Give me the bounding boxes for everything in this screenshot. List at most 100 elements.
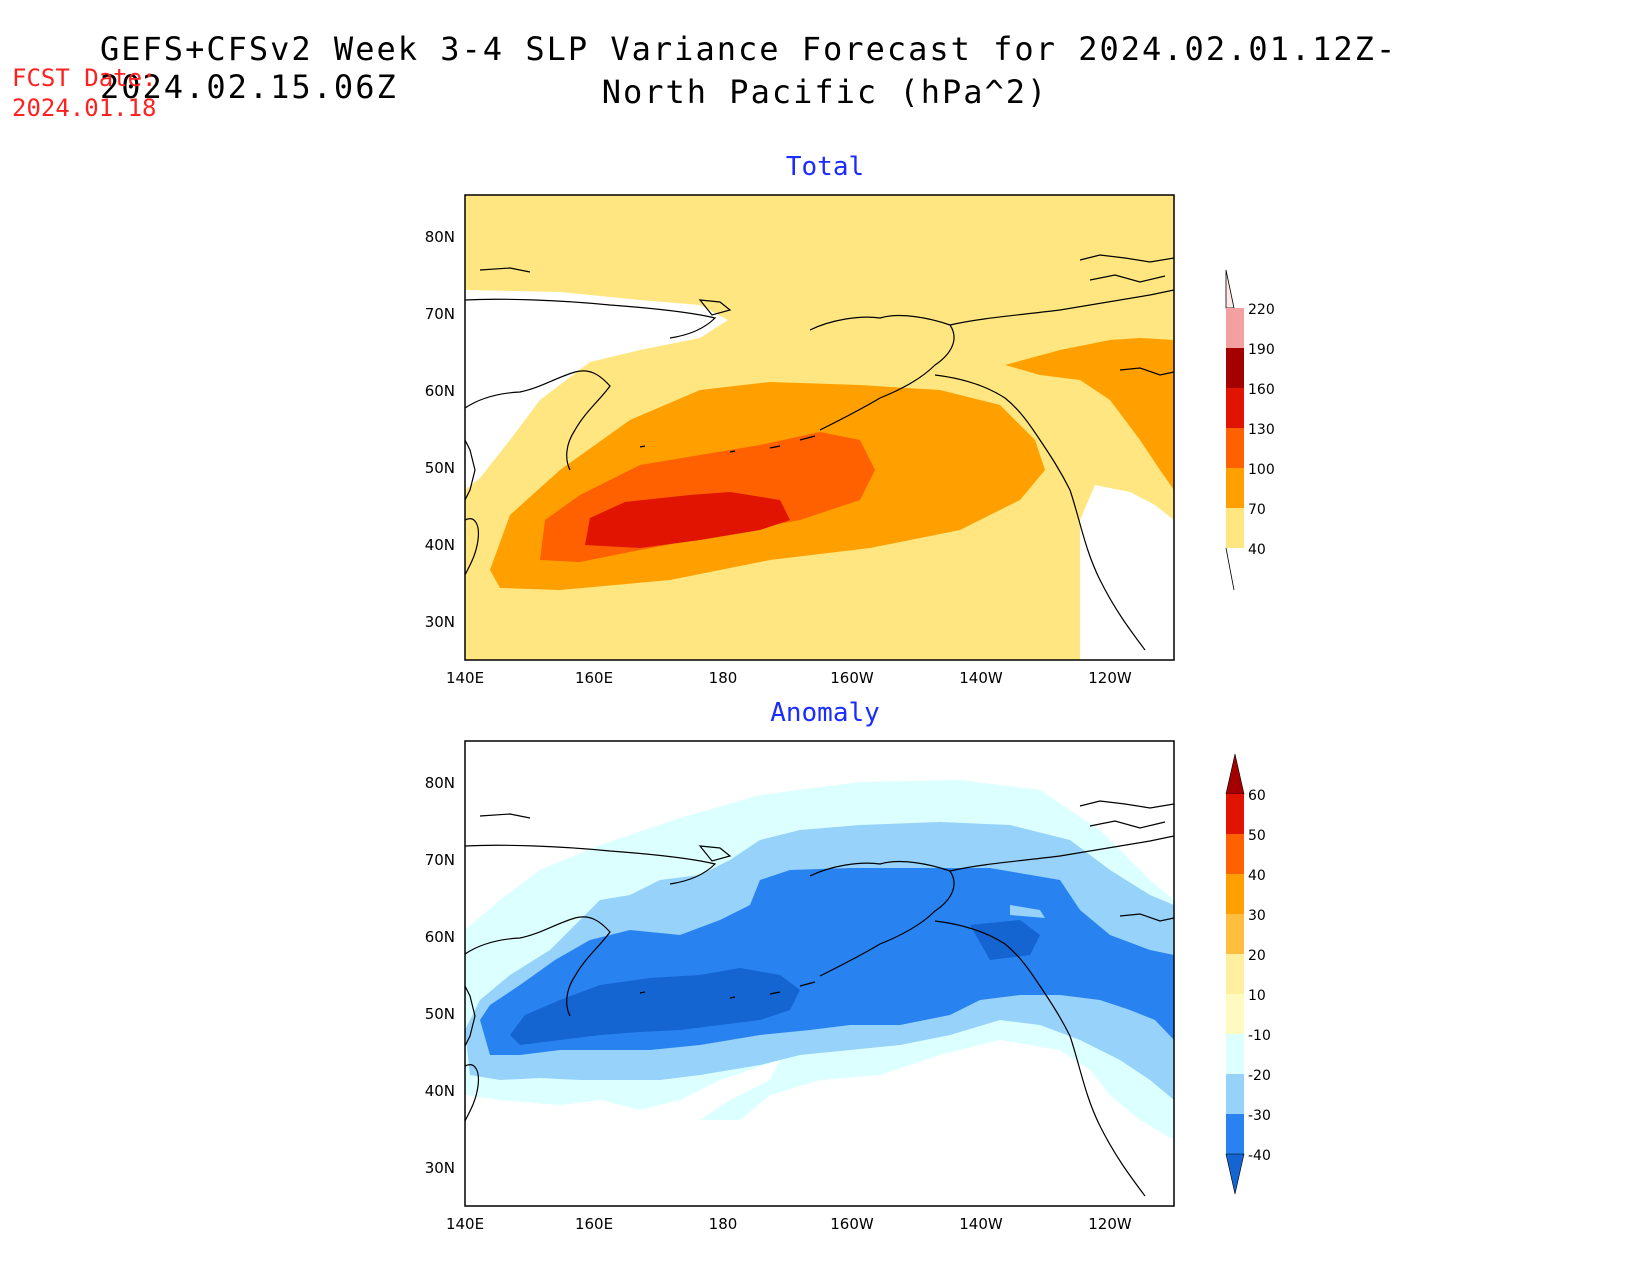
kamchatka-okhotsk-coast [465,370,611,471]
anomaly-contour-fill [465,741,1174,1206]
total-lon-axis: 140E 160E 180 160W 140W 120W [446,669,1132,687]
anomaly-cb-neg10-10 [1226,994,1244,1034]
figure-title-line2: North Pacific (hPa^2) [601,73,1049,111]
total-cb-label-190: 190 [1248,342,1275,358]
total-colorbar-top-triangle [1225,269,1235,309]
anomaly-band-below-neg40-west [510,968,800,1045]
total-cb-160-190 [1226,348,1244,388]
anomaly-cb-bottom-triangle [1225,1153,1245,1195]
total-cb-70-100 [1226,468,1244,508]
total-colorbar-labels: 220 190 160 130 100 70 40 [1248,302,1275,558]
anomaly-lat-tick-70n: 70N [425,851,455,869]
fcst-date-value: 2024.01.18 [12,94,157,122]
total-cb-130-160 [1226,388,1244,428]
total-cb-label-160: 160 [1248,382,1275,398]
total-band-below-40-east [1080,485,1174,660]
total-cb-label-70: 70 [1248,502,1266,518]
total-cb-40-70 [1226,508,1244,548]
total-lon-tick-160w: 160W [830,669,874,687]
total-band-130-160 [585,492,790,548]
arctic-islands-1 [1079,254,1174,263]
japan-coast [465,518,480,576]
anomaly-cb-label-neg40: -40 [1248,1148,1271,1164]
anomaly-cb-neg20-neg10 [1226,1034,1244,1074]
anomaly-lat-tick-40n: 40N [425,1082,455,1100]
aleutian-islands [639,981,816,999]
total-lat-axis: 80N 70N 60N 50N 40N 30N [425,228,455,631]
arctic-islands-2 [1089,274,1166,283]
total-band-70-100-east [1005,338,1174,490]
anomaly-band-below-neg40-east [970,920,1040,960]
anomaly-colorbar: 60 50 40 30 20 10 -10 -20 -30 -40 [1225,753,1271,1195]
anomaly-lat-tick-30n: 30N [425,1159,455,1177]
total-lat-tick-30n: 30N [425,613,455,631]
total-cb-100-130 [1226,428,1244,468]
kamchatka-okhotsk-coast [465,916,611,1017]
total-lat-tick-50n: 50N [425,459,455,477]
alaska-north-coast [949,289,1174,326]
anomaly-lon-tick-160w: 160W [830,1215,874,1233]
arctic-islands-2 [1089,820,1166,829]
siberia-coast-north [465,298,717,339]
total-lat-tick-80n: 80N [425,228,455,246]
anomaly-cb-neg30-neg20 [1226,1074,1244,1114]
anomaly-cb-label-10: 10 [1248,988,1266,1004]
total-cb-label-100: 100 [1248,462,1275,478]
japan-coast [465,1064,480,1122]
anomaly-cb-40-50 [1226,834,1244,874]
alaska-west-coast [809,860,955,977]
anomaly-cb-label-50: 50 [1248,828,1266,844]
total-cb-190-220 [1226,308,1244,348]
north-america-pacific-coast [934,920,1146,1197]
anomaly-cb-10-20 [1226,954,1244,994]
hudson-coast [1119,913,1174,922]
anomaly-cb-top-triangle [1225,753,1245,795]
new-siberian-islands [479,813,531,819]
total-cb-label-220: 220 [1248,302,1275,318]
total-colorbar-bottom-triangle [1225,547,1235,591]
total-lon-tick-140e: 140E [446,669,484,687]
anomaly-lon-tick-140e: 140E [446,1215,484,1233]
anomaly-frame [464,740,1175,1207]
sakhalin-coast [465,985,476,1047]
aleutian-islands [639,435,816,453]
anomaly-cb-label-neg10: -10 [1248,1028,1271,1044]
anomaly-lat-axis: 80N 70N 60N 50N 40N 30N [425,774,455,1177]
fcst-date-label: FCST Date: [12,64,157,92]
total-band-below-40-west [465,290,728,490]
anomaly-cb-30-40 [1226,874,1244,914]
total-contour-fill [465,195,1174,660]
anomaly-colorbar-labels: 60 50 40 30 20 10 -10 -20 -30 -40 [1248,788,1271,1164]
arctic-islands-1 [1079,800,1174,809]
anomaly-lon-tick-140w: 140W [959,1215,1003,1233]
anomaly-lat-tick-60n: 60N [425,928,455,946]
map-panel-total: 80N 70N 60N 50N 40N 30N 140E 160E 180 16… [425,194,1275,687]
map-panel-anomaly: 80N 70N 60N 50N 40N 30N 140E 160E 180 16… [425,740,1271,1233]
total-lat-tick-70n: 70N [425,305,455,323]
total-frame [464,194,1175,661]
anomaly-lon-tick-160e: 160E [575,1215,613,1233]
siberia-coast-north [465,844,717,885]
anomaly-cb-label-20: 20 [1248,948,1266,964]
anomaly-coastlines [465,800,1174,1197]
panel-title-total: Total [785,152,865,182]
panel-title-anomaly: Anomaly [770,698,880,728]
anomaly-cb-neg40-neg30 [1226,1114,1244,1154]
figure-title-line1: GEFS+CFSv2 Week 3-4 SLP Variance Forecas… [100,30,1398,106]
total-lon-tick-120w: 120W [1088,669,1132,687]
north-america-pacific-coast [934,374,1146,651]
total-cb-label-40: 40 [1248,542,1266,558]
total-coastlines [465,254,1174,651]
anomaly-cb-label-30: 30 [1248,908,1266,924]
new-siberian-islands [479,267,531,273]
wrangel-island [698,299,732,316]
alaska-west-coast [809,314,955,431]
anomaly-cb-label-neg20: -20 [1248,1068,1271,1084]
total-colorbar: 220 190 160 130 100 70 40 [1225,269,1275,591]
anomaly-band-gulf-hole [1010,905,1045,918]
anomaly-cb-label-60: 60 [1248,788,1266,804]
anomaly-cb-50-60 [1226,794,1244,834]
total-lat-tick-40n: 40N [425,536,455,554]
anomaly-lon-tick-120w: 120W [1088,1215,1132,1233]
